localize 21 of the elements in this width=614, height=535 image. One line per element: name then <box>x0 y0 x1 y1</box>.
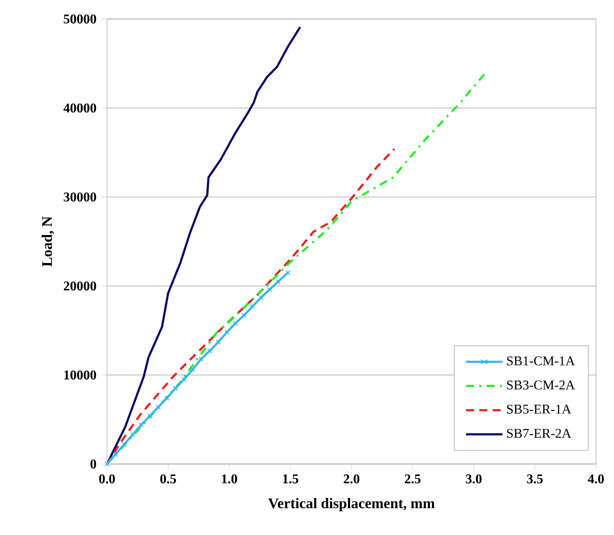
legend-label: SB3-CM-2A <box>507 380 575 390</box>
x-tick-label: 2.5 <box>404 474 420 484</box>
x-tick-label: 3.0 <box>466 474 482 484</box>
y-tick-label: 50000 <box>64 14 96 24</box>
x-tick-label: 0.0 <box>99 474 115 484</box>
x-tick-label: 4.0 <box>588 474 604 484</box>
legend-label: SB7-ER-2A <box>507 428 572 438</box>
y-tick-label: 10000 <box>64 370 96 380</box>
x-tick-label: 1.0 <box>222 474 238 484</box>
x-tick-label: 0.5 <box>160 474 176 484</box>
x-tick-label: 2.0 <box>344 474 360 484</box>
y-tick-label: 40000 <box>63 103 96 112</box>
legend-label: SB1-CM-1A <box>507 356 575 366</box>
legend-label: SB5-ER-1A <box>507 404 572 414</box>
y-axis-title: Load, N <box>42 216 54 267</box>
y-tick-label: 20000 <box>64 281 96 290</box>
x-tick-label: 1.5 <box>283 474 298 484</box>
x-axis-title: Vertical displacement, mm <box>268 498 435 512</box>
y-tick-label: 30000 <box>64 192 96 202</box>
y-tick-label: 0 <box>90 459 96 468</box>
x-tick-label: 3.5 <box>527 474 543 484</box>
